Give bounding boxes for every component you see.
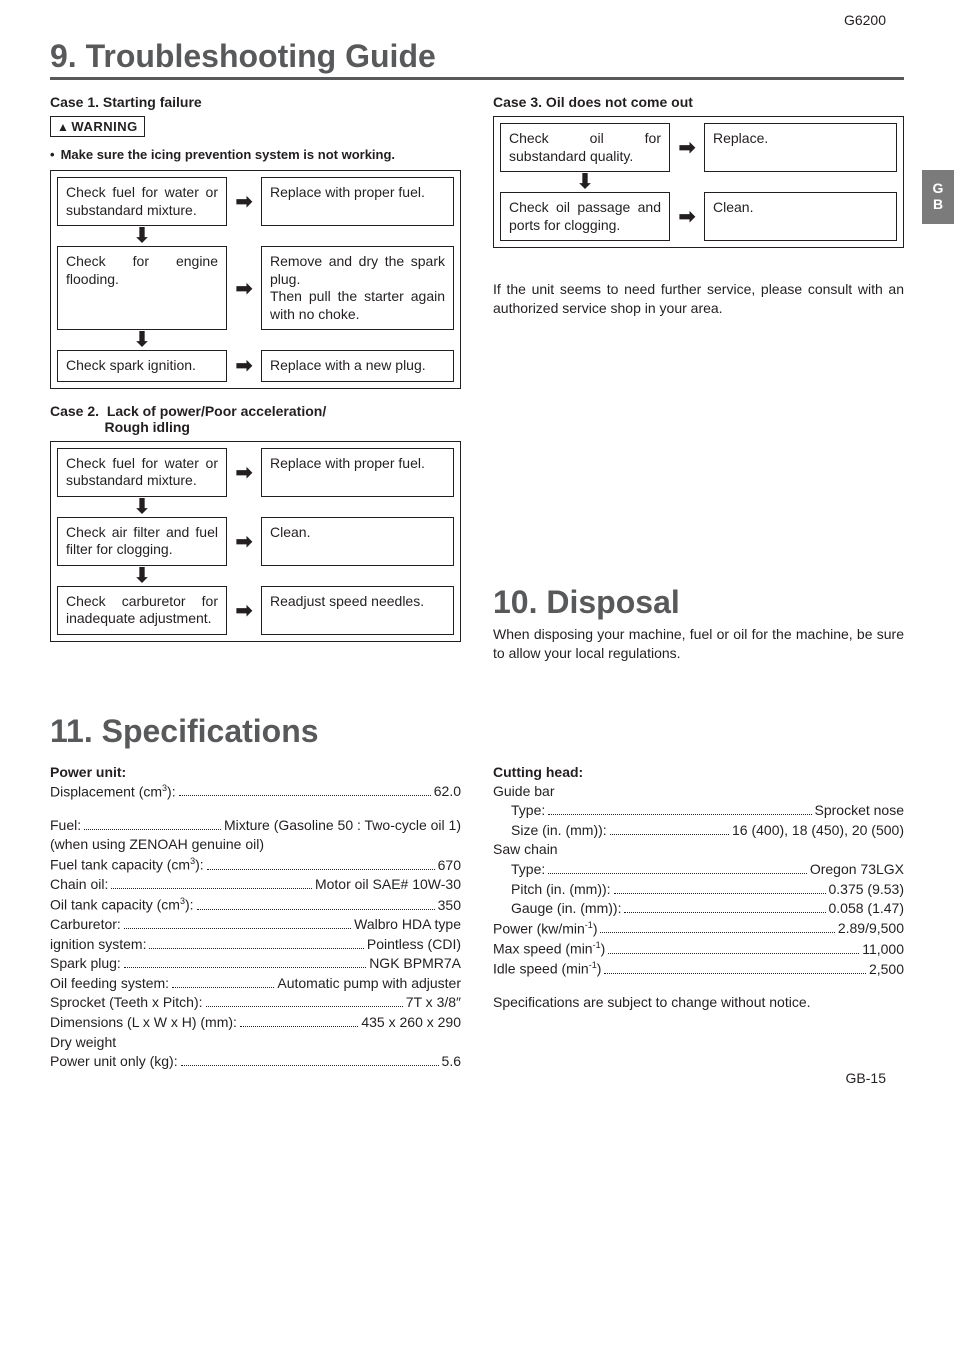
disposal-text: When disposing your machine, fuel or oil… — [493, 625, 904, 663]
arrow-down-icon: ⬇ — [57, 226, 227, 246]
spec-line: ignition system:Pointless (CDI) — [50, 935, 461, 955]
warning-icon: ▲ — [57, 120, 69, 134]
flow-cell: Check fuel for water or substandard mixt… — [57, 448, 227, 497]
flow-cell: Check carburetor for inadequate adjustme… — [57, 586, 227, 635]
spec-line: Displacement (cm3): 62.0 — [50, 782, 461, 802]
spec-line: Sprocket (Teeth x Pitch):7T x 3/8″ — [50, 993, 461, 1013]
header-model-code: G6200 — [844, 12, 886, 28]
spec-line: Type:Oregon 73LGX — [493, 860, 904, 880]
spec-line: Gauge (in. (mm)):0.058 (1.47) — [493, 899, 904, 919]
arrow-down-icon: ⬇ — [500, 172, 670, 192]
arrow-right-icon: ➡ — [670, 123, 704, 172]
flow-cell: Check oil for substandard quality. — [500, 123, 670, 172]
dry-weight-label: Dry weight — [50, 1033, 461, 1053]
page-number: GB-15 — [846, 1070, 886, 1086]
arrow-right-icon: ➡ — [227, 246, 261, 330]
flow-cell: Clean. — [704, 192, 897, 241]
spec-line: Oil tank capacity (cm3): 350 — [50, 895, 461, 915]
case-1-title: Case 1. Starting failure — [50, 94, 461, 110]
spec-line: Carburetor:Walbro HDA type — [50, 915, 461, 935]
case-3-flow: Check oil for substandard quality. ➡ Rep… — [493, 116, 904, 248]
spec-line: Type:Sprocket nose — [493, 801, 904, 821]
spec-line: Fuel tank capacity (cm3): 670 — [50, 855, 461, 875]
flow-cell: Remove and dry the spark plug. Then pull… — [261, 246, 454, 330]
case-1-bullet: • Make sure the icing prevention system … — [50, 147, 461, 162]
side-tab-line2: B — [922, 196, 954, 212]
specs-left-col: Power unit: Displacement (cm3): 62.0 Fue… — [50, 754, 461, 1072]
arrow-right-icon: ➡ — [670, 192, 704, 241]
spec-line: Fuel:Mixture (Gasoline 50 : Two-cycle oi… — [50, 816, 461, 836]
spec-line: Dimensions (L x W x H) (mm):435 x 260 x … — [50, 1013, 461, 1033]
section-10-title: 10. Disposal — [493, 584, 904, 621]
arrow-right-icon: ➡ — [227, 177, 261, 226]
flow-cell: Replace with proper fuel. — [261, 177, 454, 226]
section-11-title: 11. Specifications — [50, 713, 904, 750]
bullet-dot-icon: • — [50, 147, 55, 162]
flow-cell: Readjust speed needles. — [261, 586, 454, 635]
spec-change-note: Specifications are subject to change wit… — [493, 993, 904, 1013]
arrow-right-icon: ➡ — [227, 448, 261, 497]
flow-cell: Check fuel for water or substandard mixt… — [57, 177, 227, 226]
power-unit-head: Power unit: — [50, 764, 461, 780]
arrow-right-icon: ➡ — [227, 350, 261, 382]
case-2-title: Case 2. Lack of power/Poor acceleration/… — [50, 403, 461, 435]
spec-line: Spark plug:NGK BPMR7A — [50, 954, 461, 974]
side-tab: G B — [922, 170, 954, 224]
warning-label: WARNING — [71, 119, 137, 134]
fuel-note: (when using ZENOAH genuine oil) — [50, 835, 461, 855]
flow-cell: Check air filter and fuel filter for clo… — [57, 517, 227, 566]
spec-line: Power unit only (kg):5.6 — [50, 1052, 461, 1072]
arrow-down-icon: ⬇ — [57, 497, 227, 517]
service-note: If the unit seems to need further servic… — [493, 280, 904, 318]
spec-line: Chain oil:Motor oil SAE# 10W-30 — [50, 875, 461, 895]
spec-line: Idle speed (min-1) 2,500 — [493, 959, 904, 979]
arrow-down-icon: ⬇ — [57, 330, 227, 350]
section-9-left-col: Case 1. Starting failure ▲WARNING • Make… — [50, 84, 461, 663]
spec-line: Max speed (min-1) 11,000 — [493, 939, 904, 959]
warning-box: ▲WARNING — [50, 116, 145, 137]
saw-chain-label: Saw chain — [493, 840, 904, 860]
arrow-down-icon: ⬇ — [57, 566, 227, 586]
flow-cell: Check oil passage and ports for clogging… — [500, 192, 670, 241]
case-2-flow: Check fuel for water or substandard mixt… — [50, 441, 461, 642]
guide-bar-label: Guide bar — [493, 782, 904, 802]
specs-right-col: Cutting head: Guide bar Type:Sprocket no… — [493, 754, 904, 1072]
spec-line: Power (kw/min-1) 2.89/9,500 — [493, 919, 904, 939]
spec-line: Size (in. (mm)):16 (400), 18 (450), 20 (… — [493, 821, 904, 841]
section-9-right-col: Case 3. Oil does not come out Check oil … — [493, 84, 904, 663]
case-3-title: Case 3. Oil does not come out — [493, 94, 904, 110]
cutting-head-head: Cutting head: — [493, 764, 904, 780]
section-9-title: 9. Troubleshooting Guide — [50, 38, 904, 80]
flow-cell: Replace with proper fuel. — [261, 448, 454, 497]
side-tab-line1: G — [922, 180, 954, 196]
flow-cell: Replace. — [704, 123, 897, 172]
flow-cell: Clean. — [261, 517, 454, 566]
case-1-bullet-text: Make sure the icing prevention system is… — [61, 147, 395, 162]
spec-line: Pitch (in. (mm)):0.375 (9.53) — [493, 880, 904, 900]
flow-cell: Replace with a new plug. — [261, 350, 454, 382]
case-1-flow: Check fuel for water or substandard mixt… — [50, 170, 461, 389]
arrow-right-icon: ➡ — [227, 517, 261, 566]
flow-cell: Check for engine flooding. — [57, 246, 227, 330]
spec-line: Oil feeding system:Automatic pump with a… — [50, 974, 461, 994]
flow-cell: Check spark ignition. — [57, 350, 227, 382]
arrow-right-icon: ➡ — [227, 586, 261, 635]
